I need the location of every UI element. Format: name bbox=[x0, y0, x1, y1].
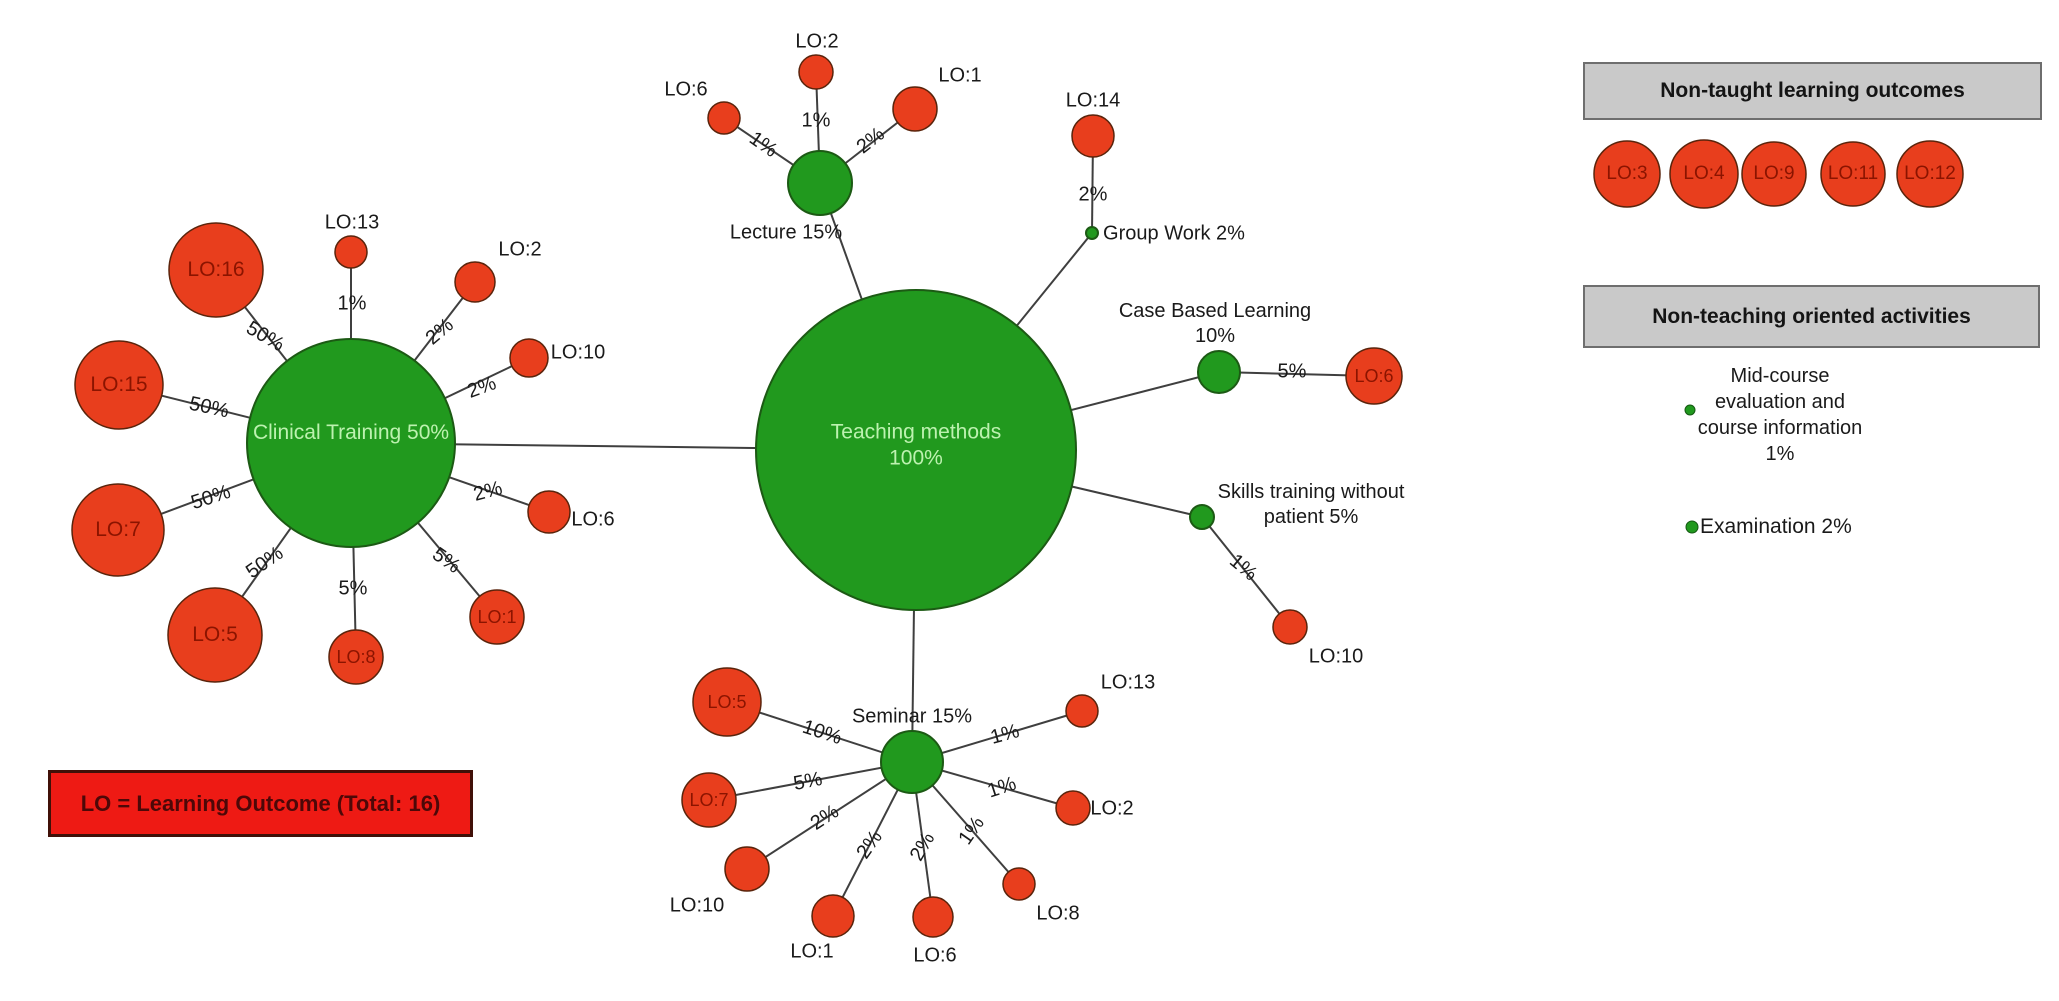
lo-circle-c16 bbox=[168, 222, 264, 318]
lo-circle-s13 bbox=[1065, 694, 1099, 728]
non-taught-lo-circle-0 bbox=[1593, 140, 1661, 208]
lo-circle-c10 bbox=[509, 338, 549, 378]
lo-circle-l2 bbox=[798, 54, 834, 90]
mid-course-dot-icon bbox=[1684, 404, 1696, 416]
lo-circle-cb6 bbox=[1345, 347, 1403, 405]
lo-circle-l6 bbox=[707, 101, 741, 135]
lo-circle-s1 bbox=[811, 894, 855, 938]
hub-circle-case bbox=[1197, 350, 1241, 394]
lo-circle-l1 bbox=[892, 86, 938, 132]
lo-circle-g14 bbox=[1071, 114, 1115, 158]
edge-line-skills-sk10 bbox=[1201, 516, 1291, 628]
non-taught-lo-circle-2 bbox=[1741, 141, 1807, 207]
lo-circle-s2 bbox=[1055, 790, 1091, 826]
non-teaching-activities-header-label: Non-teaching oriented activities bbox=[1652, 304, 1971, 328]
lo-circle-s5 bbox=[692, 667, 762, 737]
non-taught-outcomes-header-label: Non-taught learning outcomes bbox=[1660, 79, 1965, 102]
hub-circle-skills bbox=[1189, 504, 1215, 530]
hub-circle-group bbox=[1085, 226, 1099, 240]
lo-circle-c1 bbox=[469, 589, 525, 645]
lo-circle-c2 bbox=[454, 261, 496, 303]
edge-line-seminar-s7 bbox=[708, 761, 913, 801]
hub-circle-seminar bbox=[880, 730, 944, 794]
non-teaching-activities-header: Non-teaching oriented activities bbox=[1583, 285, 2040, 348]
lo-circle-s7 bbox=[681, 772, 737, 828]
non-taught-lo-circle-4 bbox=[1896, 140, 1964, 208]
lo-circle-c5 bbox=[167, 587, 263, 683]
hub-circle-teaching bbox=[755, 289, 1077, 611]
non-taught-lo-circle-3 bbox=[1820, 141, 1886, 207]
lo-circle-c6 bbox=[527, 490, 571, 534]
lo-circle-c13 bbox=[334, 235, 368, 269]
examination-item: Examination 2% bbox=[1700, 515, 1852, 538]
non-taught-lo-circle-1 bbox=[1669, 139, 1739, 209]
non-taught-outcomes-header: Non-taught learning outcomes bbox=[1583, 62, 2042, 120]
lo-circle-sk10 bbox=[1272, 609, 1308, 645]
lo-circle-c8 bbox=[328, 629, 384, 685]
hub-circle-clinical bbox=[246, 338, 456, 548]
edge-line-seminar-s10 bbox=[746, 761, 913, 870]
legend-box: LO = Learning Outcome (Total: 16) bbox=[48, 770, 473, 837]
examination-dot-icon bbox=[1685, 520, 1699, 534]
mid-course-evaluation-item: Mid-course evaluation and course informa… bbox=[1697, 365, 1863, 465]
lo-circle-s6 bbox=[912, 896, 954, 938]
lo-circle-s8 bbox=[1002, 867, 1036, 901]
hub-circle-lecture bbox=[787, 150, 853, 216]
lo-circle-c15 bbox=[74, 340, 164, 430]
lo-circle-s10 bbox=[724, 846, 770, 892]
lo-circle-c7 bbox=[71, 483, 165, 577]
legend-label: LO = Learning Outcome (Total: 16) bbox=[80, 790, 441, 816]
